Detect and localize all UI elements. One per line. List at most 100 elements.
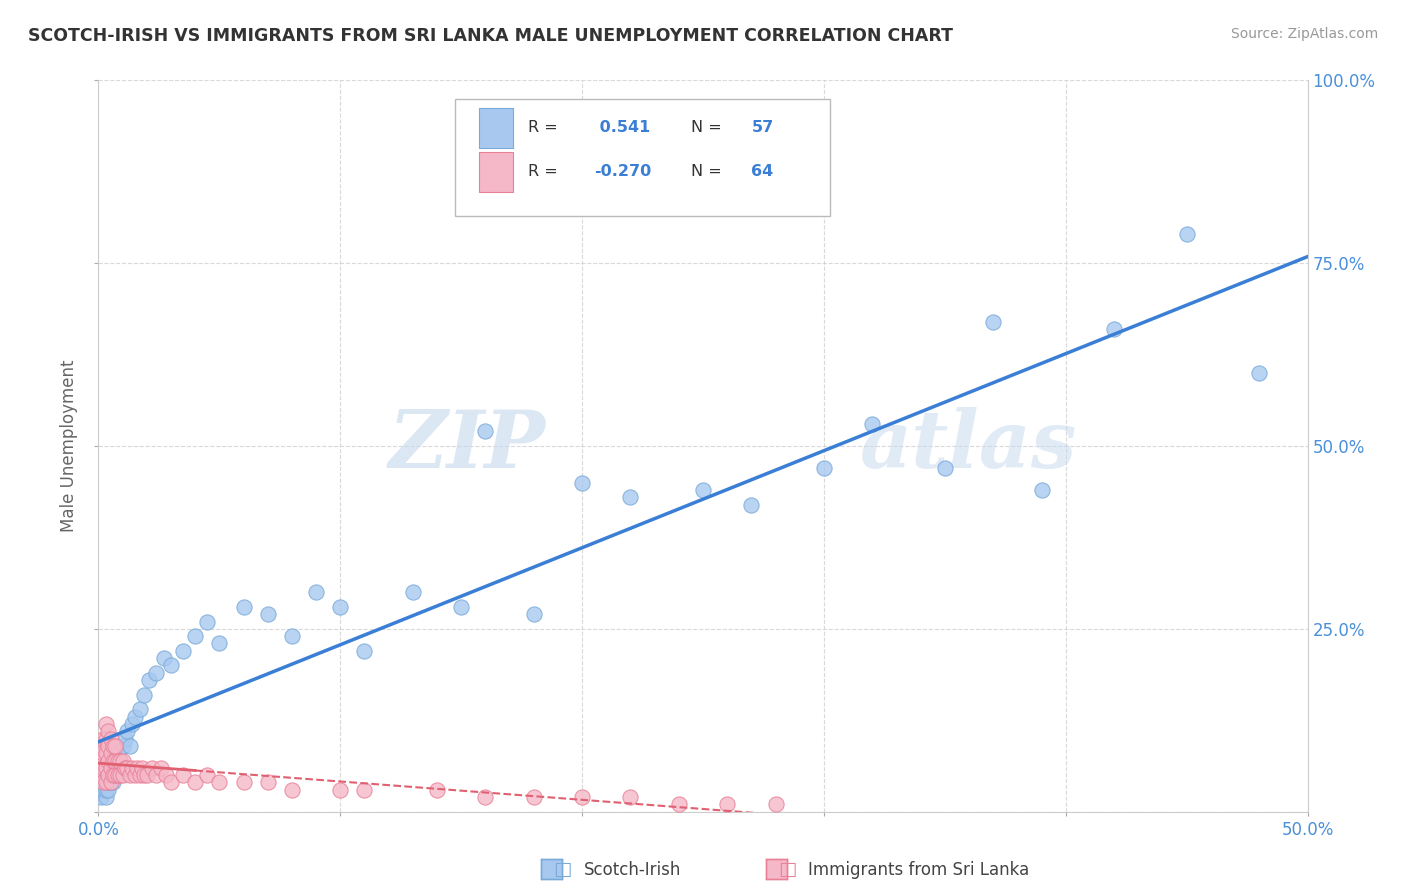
Point (256, 607, 278, 622)
Text: 57: 57 (751, 120, 773, 136)
Point (184, 775, 207, 789)
Point (195, 768, 218, 782)
Point (195, 615, 218, 629)
Point (100, 768, 122, 782)
Text: Scotch-Irish: Scotch-Irish (583, 861, 681, 879)
Text: N =: N = (690, 120, 727, 136)
Point (765, 797, 787, 812)
Text: atlas: atlas (860, 408, 1077, 484)
Point (91, 761, 114, 775)
FancyBboxPatch shape (479, 108, 513, 148)
Point (97, 724, 120, 739)
FancyBboxPatch shape (456, 99, 830, 216)
Point (104, 768, 127, 782)
Point (152, 651, 174, 665)
Point (91, 775, 114, 789)
Point (90, 768, 112, 782)
Point (94, 775, 117, 789)
Point (97, 782, 120, 797)
Point (94, 746, 117, 760)
Point (90, 754, 112, 768)
Point (740, 498, 762, 512)
Point (114, 731, 136, 746)
Point (100, 731, 122, 746)
Point (138, 673, 160, 687)
Point (172, 768, 194, 782)
Point (94, 761, 117, 775)
Text: 64: 64 (751, 164, 773, 179)
Point (716, 797, 738, 812)
Point (104, 768, 127, 782)
Point (108, 754, 131, 768)
Point (97, 754, 120, 768)
Point (281, 629, 304, 643)
Point (145, 665, 167, 680)
Point (94, 790, 117, 805)
Point (91, 782, 114, 797)
Text: Immigrants from Sri Lanka: Immigrants from Sri Lanka (808, 861, 1029, 879)
Point (619, 790, 641, 805)
Point (474, 425, 496, 439)
Point (131, 761, 153, 775)
Point (668, 797, 690, 812)
Point (107, 746, 129, 760)
Point (94, 731, 117, 746)
Point (100, 761, 122, 775)
Point (232, 775, 254, 789)
Point (160, 775, 183, 789)
Point (135, 768, 157, 782)
Point (450, 599, 472, 614)
Point (100, 775, 122, 789)
Point (104, 739, 127, 753)
Point (134, 768, 156, 782)
Point (108, 768, 131, 782)
Point (107, 761, 129, 775)
Point (97, 768, 120, 782)
Point (208, 775, 231, 789)
Point (402, 585, 425, 599)
Point (1175, 227, 1198, 241)
Point (114, 761, 136, 775)
Point (94, 768, 117, 782)
Point (101, 761, 124, 775)
Point (160, 658, 183, 673)
Point (860, 417, 883, 431)
Point (90, 739, 112, 753)
Point (353, 782, 375, 797)
Point (329, 599, 352, 614)
Point (305, 585, 328, 599)
Point (474, 790, 496, 805)
Point (90, 790, 112, 805)
Point (619, 490, 641, 504)
Text: □: □ (778, 860, 797, 880)
Point (128, 768, 150, 782)
Point (208, 636, 231, 650)
Point (124, 709, 146, 723)
Point (141, 761, 163, 775)
Point (111, 754, 134, 768)
Point (94, 782, 117, 797)
Point (256, 775, 278, 789)
Point (150, 761, 173, 775)
Text: 0.541: 0.541 (595, 120, 651, 136)
Point (101, 754, 124, 768)
Point (184, 629, 207, 643)
Point (118, 739, 141, 753)
Point (523, 790, 546, 805)
Point (1102, 322, 1125, 336)
Point (111, 739, 134, 753)
Y-axis label: Male Unemployment: Male Unemployment (60, 359, 79, 533)
Point (101, 768, 124, 782)
Point (128, 702, 150, 716)
Point (117, 724, 139, 739)
Point (97, 761, 120, 775)
Text: SCOTCH-IRISH VS IMMIGRANTS FROM SRI LANKA MALE UNEMPLOYMENT CORRELATION CHART: SCOTCH-IRISH VS IMMIGRANTS FROM SRI LANK… (28, 27, 953, 45)
Point (117, 761, 139, 775)
Point (353, 644, 375, 658)
Point (108, 754, 131, 768)
Point (124, 768, 146, 782)
Point (104, 754, 127, 768)
Point (329, 782, 352, 797)
Text: Source: ZipAtlas.com: Source: ZipAtlas.com (1230, 27, 1378, 41)
Point (813, 461, 835, 475)
